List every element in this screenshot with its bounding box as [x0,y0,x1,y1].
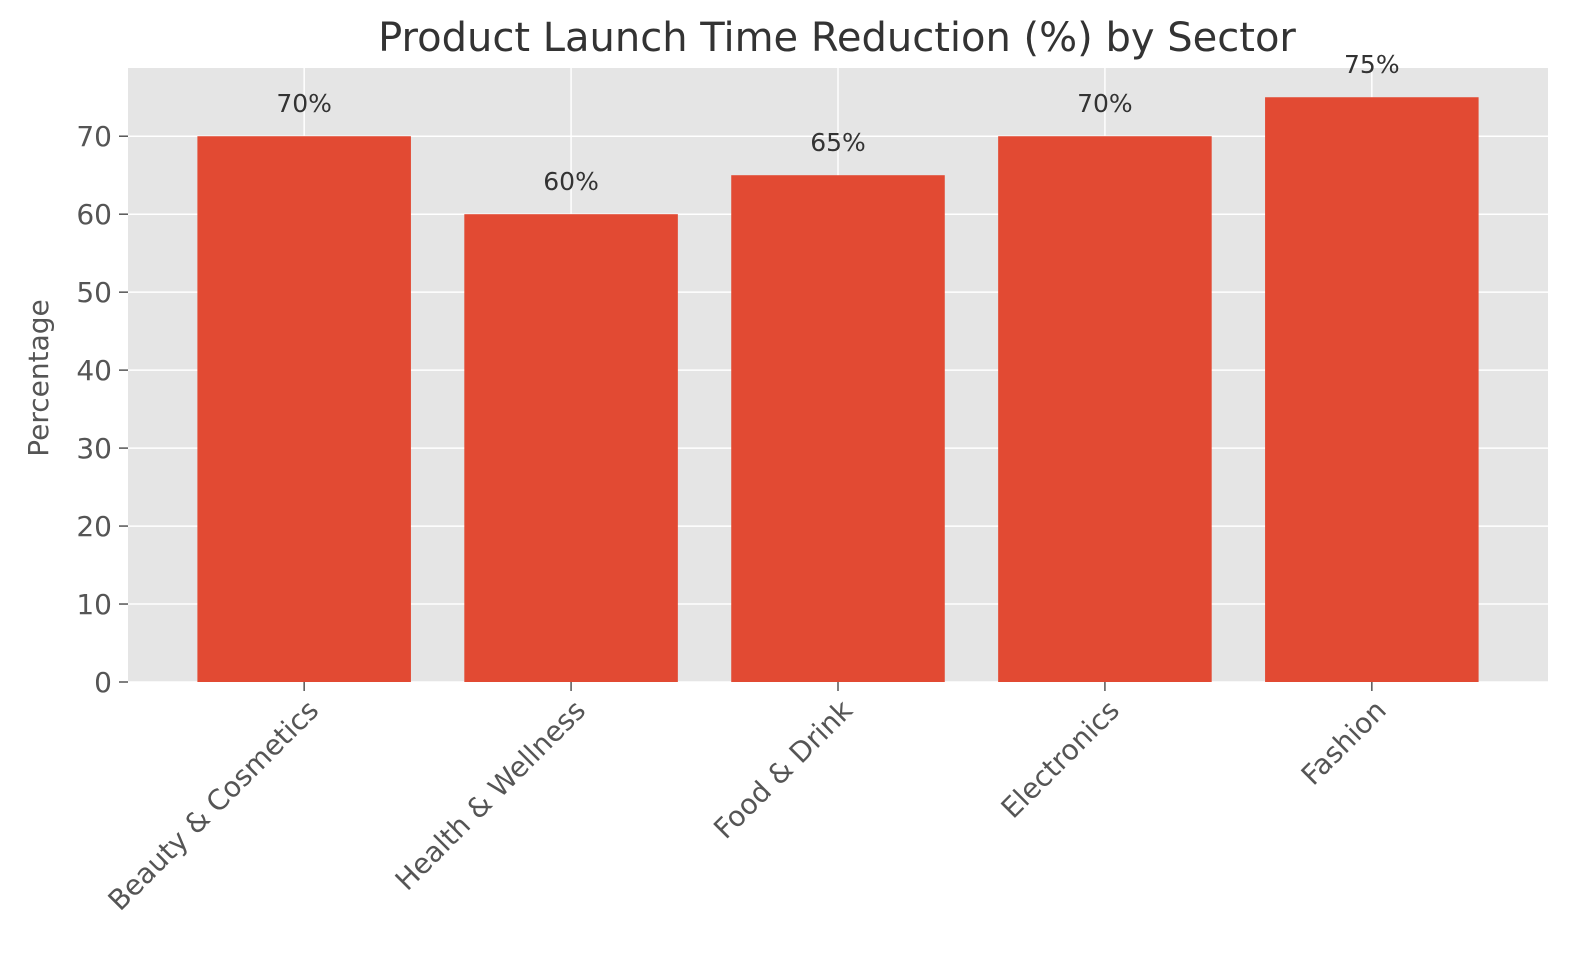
bar [464,214,678,682]
y-tick-label: 10 [76,588,112,621]
x-tick-label: Health & Wellness [389,694,592,897]
bar-data-label: 60% [543,167,599,196]
x-tick-label: Electronics [995,694,1126,825]
x-tick-label: Food & Drink [707,693,859,845]
bar-data-label: 70% [276,89,332,118]
bar-labels: 70% 60% 65% 70% 75% [276,50,1399,196]
y-tick-label: 50 [76,276,112,309]
y-tick-label: 0 [94,666,112,699]
bar [998,136,1212,682]
bar [197,136,411,682]
bar-data-label: 75% [1344,50,1400,79]
chart-title: Product Launch Time Reduction (%) by Sec… [378,15,1296,61]
y-tick-label: 40 [76,354,112,387]
x-tick-label: Fashion [1295,694,1393,792]
bar-data-label: 65% [810,128,866,157]
y-axis-label: Percentage [22,299,55,457]
bar-data-label: 70% [1077,89,1133,118]
bars [197,97,1479,682]
y-tick-label: 30 [76,432,112,465]
x-tick-label: Beauty & Cosmetics [102,694,325,917]
y-tick-label: 20 [76,510,112,543]
y-tick-label: 60 [76,198,112,231]
bar [731,175,945,682]
bar [1265,97,1479,682]
y-axis-ticks: 0 10 20 30 40 50 60 70 [76,120,128,699]
x-axis-ticks: Beauty & Cosmetics Health & Wellness Food … [102,682,1393,917]
y-tick-label: 70 [76,120,112,153]
